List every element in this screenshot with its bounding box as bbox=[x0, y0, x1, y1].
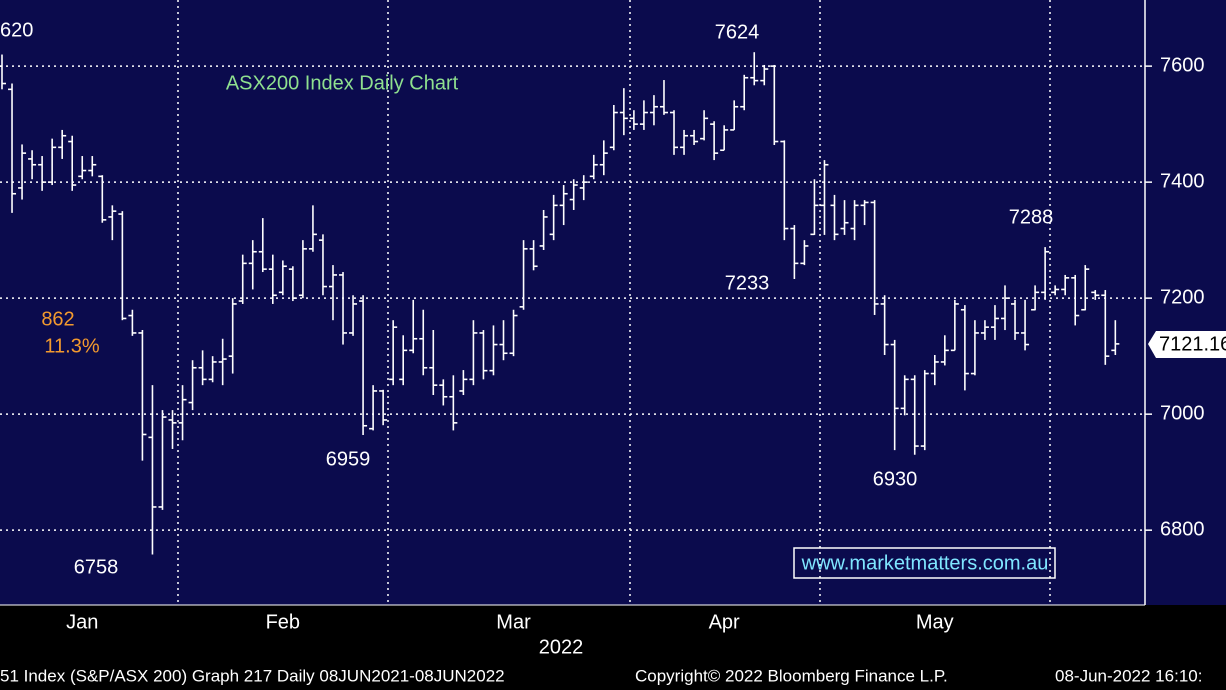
y-tick-label: 6800 bbox=[1160, 518, 1205, 540]
annotation: 6930 bbox=[873, 468, 918, 490]
annotation: 11.3% bbox=[44, 335, 99, 357]
footer-left: 51 Index (S&P/ASX 200) Graph 217 Daily 0… bbox=[0, 666, 505, 685]
x-tick-label: Apr bbox=[709, 611, 740, 633]
last-price-tag bbox=[1148, 331, 1226, 358]
annotation: 7288 bbox=[1009, 206, 1054, 228]
chart-title: ASX200 Index Daily Chart bbox=[226, 72, 459, 94]
annotation: 620 bbox=[0, 19, 33, 41]
annotation: 7624 bbox=[715, 21, 760, 43]
annotation: 6959 bbox=[326, 448, 371, 470]
footer-right: 08-Jun-2022 16:10: bbox=[1055, 666, 1202, 685]
y-tick-label: 7400 bbox=[1160, 170, 1205, 192]
website: www.marketmatters.com.au bbox=[801, 552, 1049, 574]
y-tick-label: 7600 bbox=[1160, 54, 1205, 76]
footer-center: Copyright© 2022 Bloomberg Finance L.P. bbox=[635, 666, 948, 685]
annotation: 6758 bbox=[74, 556, 119, 578]
annotation: 7233 bbox=[725, 272, 770, 294]
y-tick-label: 7200 bbox=[1160, 286, 1205, 308]
y-tick-label: 7000 bbox=[1160, 402, 1205, 424]
x-tick-label: Feb bbox=[266, 611, 300, 633]
x-tick-label: Mar bbox=[496, 611, 531, 633]
annotation: 862 bbox=[41, 308, 74, 330]
last-price: 7121.16 bbox=[1159, 333, 1226, 355]
plot-background bbox=[0, 0, 1226, 605]
website-box bbox=[793, 547, 1056, 579]
x-tick-label: May bbox=[916, 611, 954, 633]
x-tick-label: Jan bbox=[66, 611, 98, 633]
month-separators bbox=[177, 0, 1051, 605]
x-axis-label: 2022 bbox=[539, 636, 584, 658]
